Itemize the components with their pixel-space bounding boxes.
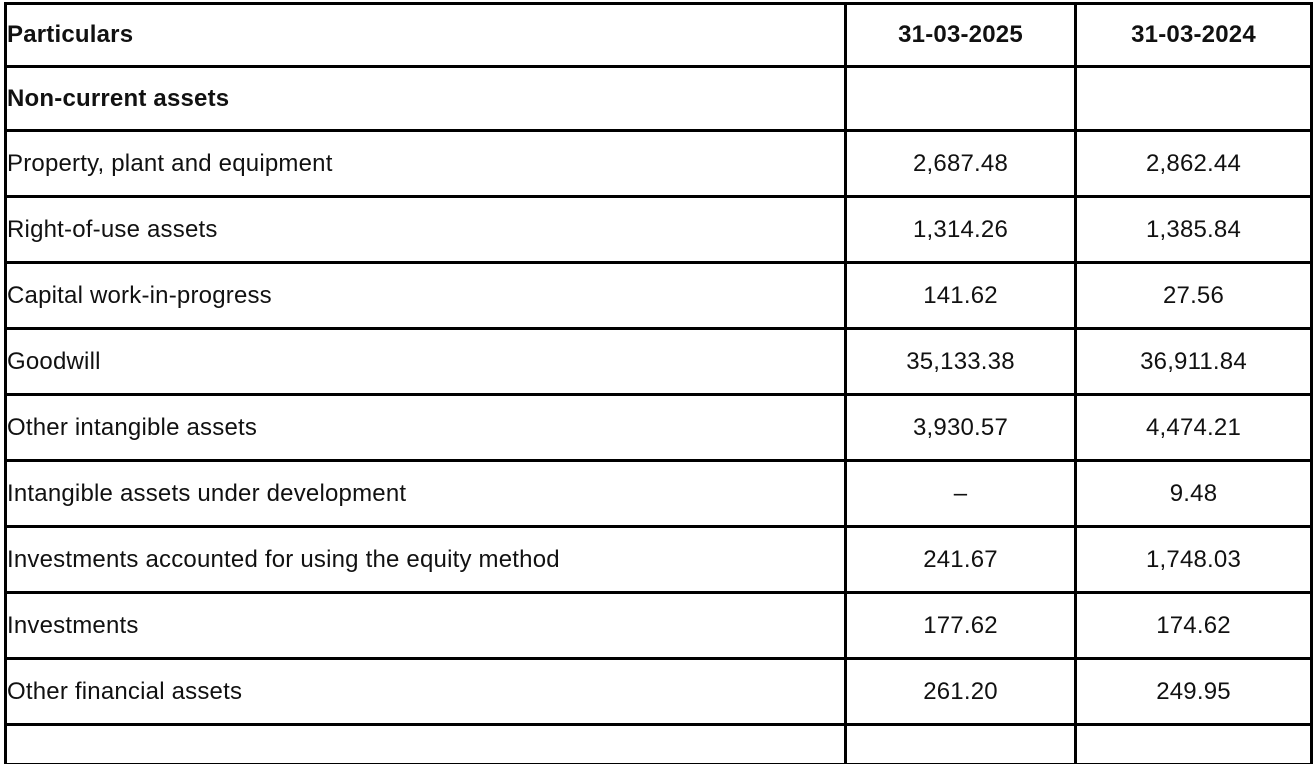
- table-row: Capital work-in-progress 141.62 27.56: [4, 261, 1313, 330]
- row-value-2024: 27.56: [1074, 261, 1313, 330]
- table-header-row: Particulars 31-03-2025 31-03-2024: [4, 2, 1313, 68]
- row-value-2024: 36,911.84: [1074, 327, 1313, 396]
- row-label: Goodwill: [4, 327, 847, 396]
- row-value-2024: [1074, 723, 1313, 764]
- row-label: Property, plant and equipment: [4, 129, 847, 198]
- table-row: Right-of-use assets 1,314.26 1,385.84: [4, 195, 1313, 264]
- table-row: Property, plant and equipment 2,687.48 2…: [4, 129, 1313, 198]
- row-value-2024: 9.48: [1074, 459, 1313, 528]
- section-value-2025: [844, 65, 1077, 132]
- row-value-2025: 241.67: [844, 525, 1077, 594]
- row-value-2024: 249.95: [1074, 657, 1313, 726]
- table-row: Intangible assets under development – 9.…: [4, 459, 1313, 528]
- row-value-2025: [844, 723, 1077, 764]
- row-label: Intangible assets under development: [4, 459, 847, 528]
- row-value-2024: 2,862.44: [1074, 129, 1313, 198]
- section-row-non-current-assets: Non-current assets: [4, 65, 1313, 132]
- header-period-2024: 31-03-2024: [1074, 2, 1313, 68]
- row-label: Other financial assets: [4, 657, 847, 726]
- row-value-2025: 1,314.26: [844, 195, 1077, 264]
- table-row: Investments accounted for using the equi…: [4, 525, 1313, 594]
- row-label: [4, 723, 847, 764]
- table-row: Investments 177.62 174.62: [4, 591, 1313, 660]
- row-value-2024: 174.62: [1074, 591, 1313, 660]
- row-value-2025: 261.20: [844, 657, 1077, 726]
- non-current-assets-table: Particulars 31-03-2025 31-03-2024 Non-cu…: [4, 2, 1313, 764]
- row-value-2025: 141.62: [844, 261, 1077, 330]
- section-label: Non-current assets: [4, 65, 847, 132]
- row-value-2024: 4,474.21: [1074, 393, 1313, 462]
- table-row: Other intangible assets 3,930.57 4,474.2…: [4, 393, 1313, 462]
- table-row: Other financial assets 261.20 249.95: [4, 657, 1313, 726]
- table-row-clipped: [4, 723, 1313, 764]
- section-value-2024: [1074, 65, 1313, 132]
- row-label: Investments accounted for using the equi…: [4, 525, 847, 594]
- row-value-2024: 1,748.03: [1074, 525, 1313, 594]
- header-particulars: Particulars: [4, 2, 847, 68]
- row-value-2025: 3,930.57: [844, 393, 1077, 462]
- row-value-2025: 35,133.38: [844, 327, 1077, 396]
- row-value-2025: 2,687.48: [844, 129, 1077, 198]
- table-row: Goodwill 35,133.38 36,911.84: [4, 327, 1313, 396]
- row-label: Other intangible assets: [4, 393, 847, 462]
- row-value-2024: 1,385.84: [1074, 195, 1313, 264]
- header-period-2025: 31-03-2025: [844, 2, 1077, 68]
- row-value-2025: –: [844, 459, 1077, 528]
- row-label: Investments: [4, 591, 847, 660]
- row-label: Right-of-use assets: [4, 195, 847, 264]
- row-label: Capital work-in-progress: [4, 261, 847, 330]
- row-value-2025: 177.62: [844, 591, 1077, 660]
